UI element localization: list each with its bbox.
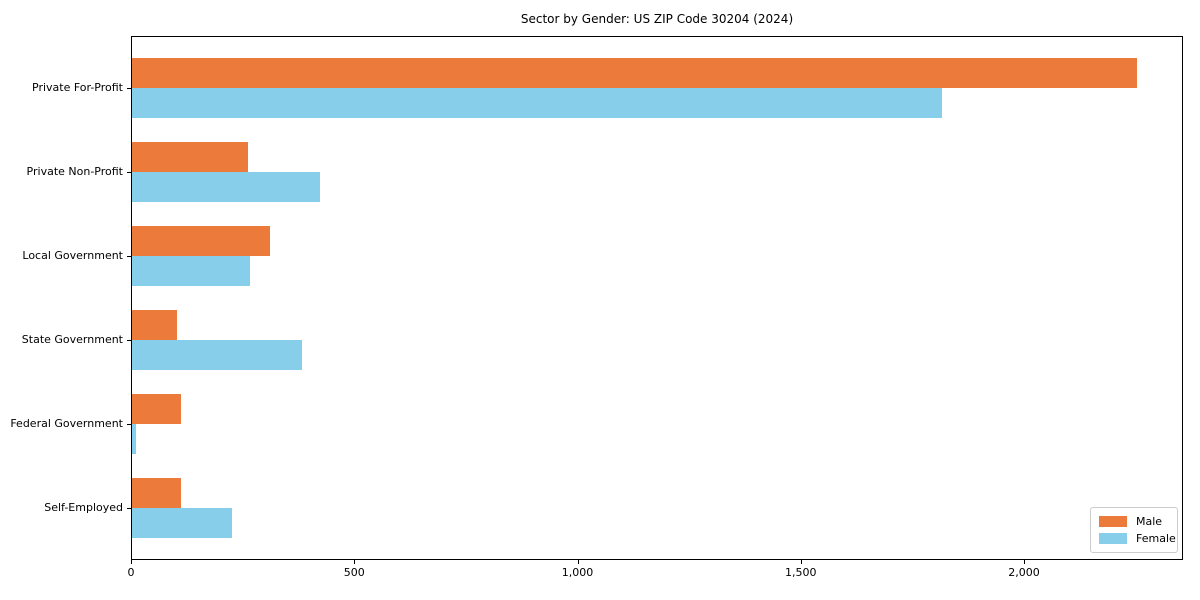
- y-tick-label: Self-Employed: [44, 501, 123, 514]
- legend-swatch-male: [1099, 516, 1127, 527]
- bar-male-4: [132, 394, 181, 424]
- y-tick-label: Local Government: [22, 249, 123, 262]
- x-tick-mark: [1024, 560, 1026, 564]
- bar-male-1: [132, 142, 248, 172]
- y-tick-label: State Government: [21, 333, 123, 346]
- y-tick-label: Private Non-Profit: [26, 165, 123, 178]
- y-tick-mark: [127, 88, 131, 89]
- x-tick-label: 1,000: [561, 566, 594, 579]
- y-tick-mark: [127, 508, 131, 509]
- bar-male-0: [132, 58, 1137, 88]
- y-tick-mark: [127, 256, 131, 257]
- x-tick-label: 0: [127, 566, 135, 579]
- bar-male-3: [132, 310, 177, 340]
- legend: Male Female: [1090, 507, 1178, 553]
- legend-label: Female: [1136, 532, 1176, 545]
- legend-label: Male: [1136, 515, 1163, 528]
- bar-female-0: [132, 88, 942, 118]
- bar-female-4: [132, 424, 136, 454]
- bar-male-2: [132, 226, 270, 256]
- y-tick-mark: [127, 340, 131, 341]
- bar-female-3: [132, 340, 302, 370]
- legend-row-female: Female: [1099, 530, 1176, 547]
- y-tick-mark: [127, 424, 131, 425]
- legend-row-male: Male: [1099, 513, 1169, 530]
- bar-female-5: [132, 508, 232, 538]
- x-tick-label: 2,000: [1008, 566, 1040, 579]
- bar-female-2: [132, 256, 250, 286]
- x-tick-mark: [131, 560, 132, 564]
- bar-male-5: [132, 478, 181, 508]
- plot-area: [131, 36, 1183, 560]
- bar-female-1: [132, 172, 320, 202]
- x-tick-label: 500: [343, 566, 365, 579]
- y-tick-label: Federal Government: [10, 417, 123, 430]
- chart-title: Sector by Gender: US ZIP Code 30204 (202…: [520, 12, 794, 26]
- y-tick-label: Private For-Profit: [32, 81, 123, 94]
- x-tick-mark: [577, 560, 579, 564]
- x-tick-mark: [354, 560, 356, 564]
- legend-swatch-female: [1099, 533, 1127, 544]
- y-tick-mark: [127, 172, 131, 173]
- x-tick-mark: [800, 560, 802, 564]
- x-tick-label: 1,500: [785, 566, 817, 579]
